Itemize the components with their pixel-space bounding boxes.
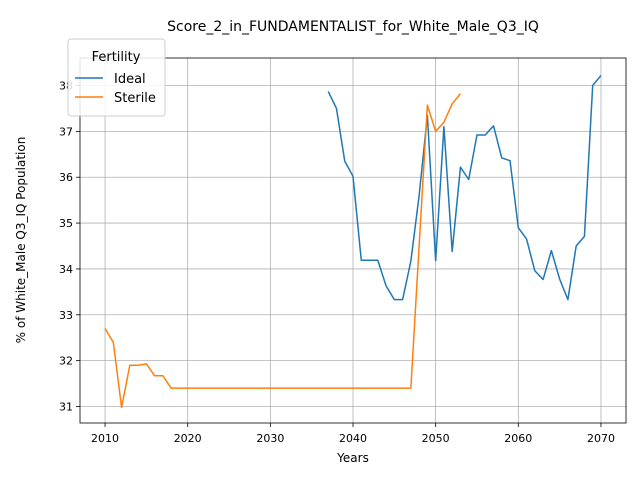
chart-title: Score_2_in_FUNDAMENTALIST_for_White_Male… xyxy=(167,19,539,35)
x-tick-label: 2070 xyxy=(587,432,615,445)
legend-title: Fertility xyxy=(92,50,141,65)
y-tick-label: 36 xyxy=(59,171,73,184)
x-tick-label: 2030 xyxy=(256,432,284,445)
series-layer xyxy=(104,74,602,409)
y-axis-label: % of White_Male Q3_IQ Population xyxy=(14,137,28,344)
x-tick-label: 2010 xyxy=(91,432,119,445)
x-axis: 2010 2020 2030 2040 2050 2060 2070 xyxy=(91,423,615,445)
legend-label-sterile: Sterile xyxy=(114,91,156,106)
y-tick-label: 37 xyxy=(59,125,73,138)
y-tick-label: 35 xyxy=(59,217,73,230)
series-line-ideal xyxy=(327,74,602,301)
x-tick-label: 2040 xyxy=(339,432,367,445)
x-axis-label: Years xyxy=(336,451,369,465)
y-tick-label: 34 xyxy=(59,263,73,276)
series-line-sterile xyxy=(104,93,462,409)
x-tick-label: 2020 xyxy=(174,432,202,445)
legend: Fertility Ideal Sterile xyxy=(67,38,166,117)
y-tick-label: 31 xyxy=(59,400,73,413)
x-tick-label: 2050 xyxy=(422,432,450,445)
x-tick-label: 2060 xyxy=(504,432,532,445)
y-tick-label: 32 xyxy=(59,355,73,368)
y-tick-label: 33 xyxy=(59,309,73,322)
legend-label-ideal: Ideal xyxy=(114,72,146,87)
